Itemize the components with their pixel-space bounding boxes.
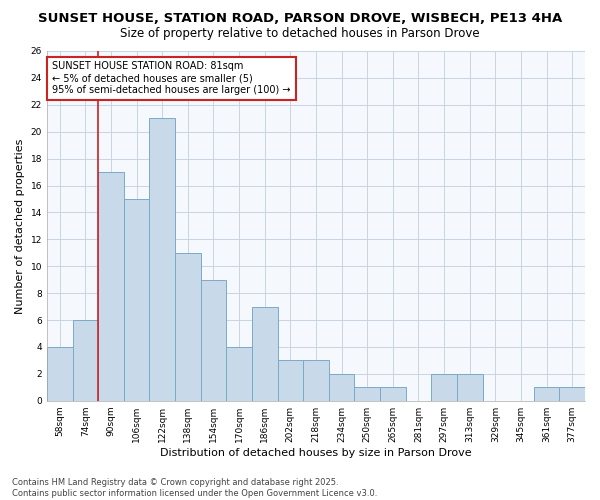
Bar — [534, 388, 559, 400]
Bar — [559, 388, 585, 400]
Bar — [252, 306, 278, 400]
Bar — [329, 374, 355, 400]
Bar — [98, 172, 124, 400]
Bar — [200, 280, 226, 400]
Bar — [47, 347, 73, 401]
Text: SUNSET HOUSE STATION ROAD: 81sqm
← 5% of detached houses are smaller (5)
95% of : SUNSET HOUSE STATION ROAD: 81sqm ← 5% of… — [52, 62, 291, 94]
Y-axis label: Number of detached properties: Number of detached properties — [15, 138, 25, 314]
Text: SUNSET HOUSE, STATION ROAD, PARSON DROVE, WISBECH, PE13 4HA: SUNSET HOUSE, STATION ROAD, PARSON DROVE… — [38, 12, 562, 26]
Bar — [149, 118, 175, 400]
Bar — [73, 320, 98, 400]
Bar — [226, 347, 252, 401]
Bar — [278, 360, 303, 401]
Bar — [303, 360, 329, 401]
Bar — [124, 199, 149, 400]
Text: Contains HM Land Registry data © Crown copyright and database right 2025.
Contai: Contains HM Land Registry data © Crown c… — [12, 478, 377, 498]
Bar — [380, 388, 406, 400]
X-axis label: Distribution of detached houses by size in Parson Drove: Distribution of detached houses by size … — [160, 448, 472, 458]
Bar — [457, 374, 482, 400]
Bar — [175, 253, 200, 400]
Bar — [355, 388, 380, 400]
Text: Size of property relative to detached houses in Parson Drove: Size of property relative to detached ho… — [120, 28, 480, 40]
Bar — [431, 374, 457, 400]
